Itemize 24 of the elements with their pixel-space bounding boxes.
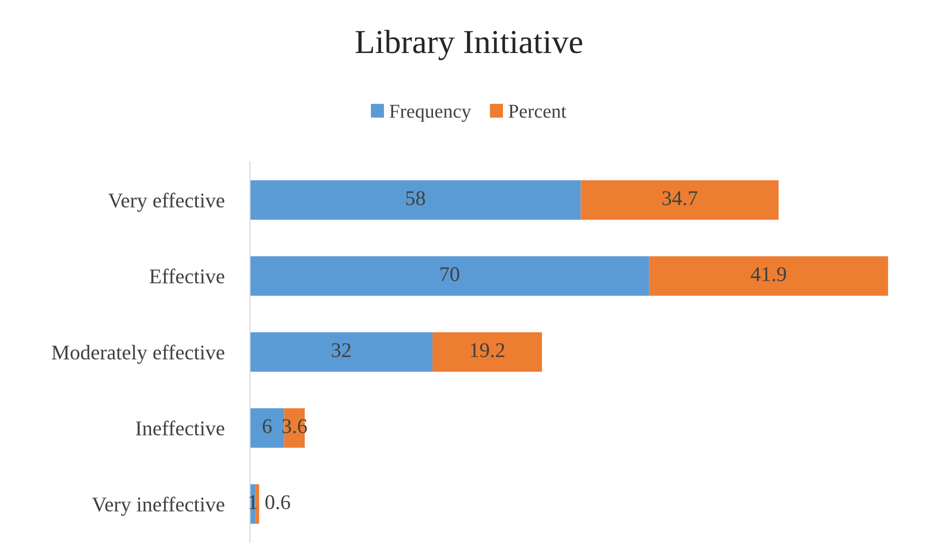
data-label: 0.6 (265, 495, 290, 510)
legend-label: Frequency (390, 104, 472, 122)
bar (250, 408, 284, 448)
data-label: 58 (406, 191, 425, 206)
y-tick-label: Moderately effective (52, 344, 224, 364)
chart-title: Library Initiative (356, 30, 582, 60)
bar (250, 256, 650, 296)
y-tick-label: Very ineffective (92, 496, 224, 516)
y-tick-label: Very effective (108, 192, 224, 212)
legend-label: Percent (508, 104, 566, 118)
y-tick-label: Effective (150, 268, 224, 284)
bar (250, 180, 581, 220)
bar (432, 332, 542, 372)
y-tick-label: Ineffective (136, 420, 224, 436)
data-label: 34.7 (662, 191, 698, 206)
bar (580, 180, 779, 220)
bar (250, 332, 432, 372)
data-label: 41.9 (750, 267, 786, 282)
bar (649, 256, 888, 296)
data-label: 32 (332, 343, 351, 358)
data-label: 6 (262, 419, 272, 434)
data-label: 70 (440, 267, 460, 282)
data-label: 19.2 (470, 343, 504, 358)
bar (256, 484, 260, 524)
